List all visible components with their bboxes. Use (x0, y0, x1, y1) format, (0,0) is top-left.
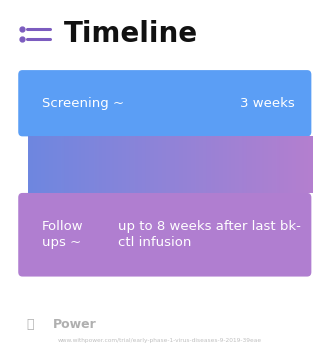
Text: www.withpower.com/trial/early-phase-1-virus-diseases-9-2019-39eae: www.withpower.com/trial/early-phase-1-vi… (58, 338, 262, 343)
Text: Timeline: Timeline (64, 20, 198, 48)
FancyBboxPatch shape (18, 70, 311, 136)
Text: up to 8 weeks after last bk-
ctl infusion: up to 8 weeks after last bk- ctl infusio… (118, 220, 301, 249)
FancyBboxPatch shape (18, 193, 311, 277)
Text: Varies: Varies (254, 158, 294, 171)
Text: Screening ~: Screening ~ (42, 97, 124, 110)
Text: Power: Power (53, 318, 97, 331)
Text: Treatment ~: Treatment ~ (42, 158, 125, 171)
Text: Follow
ups ~: Follow ups ~ (42, 220, 83, 249)
Text: ⏻: ⏻ (27, 318, 34, 331)
Text: 3 weeks: 3 weeks (240, 97, 294, 110)
